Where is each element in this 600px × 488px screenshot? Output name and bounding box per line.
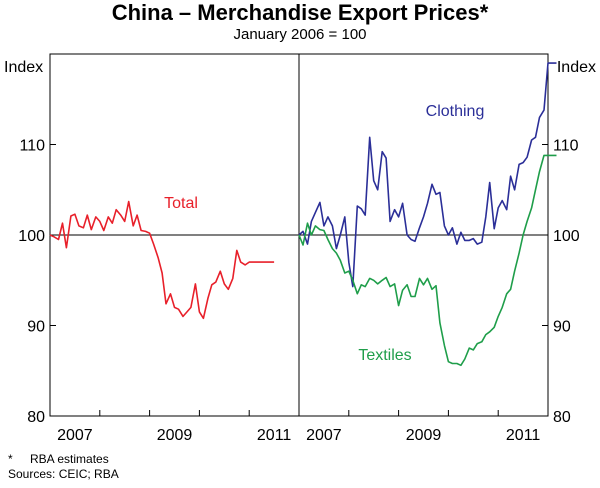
- x-tick-label-left-2011: 2011: [257, 427, 292, 444]
- y-axis-label-right: Index: [557, 59, 596, 76]
- y-tick-label-left: 100: [18, 228, 45, 245]
- series-line-total: [49, 200, 275, 320]
- y-tick-label-right: 100: [553, 228, 580, 245]
- footnote: * RBA estimates Sources: CEIC; RBA: [8, 452, 119, 482]
- series-line-textiles: [298, 154, 557, 367]
- chart-title: China – Merchandise Export Prices*: [111, 0, 489, 25]
- footnote-sources: Sources: CEIC; RBA: [8, 467, 119, 481]
- y-tick-label-left: 90: [27, 319, 45, 336]
- chart-subtitle: January 2006 = 100: [233, 26, 367, 43]
- x-tick-label-right-2009: 2009: [406, 427, 442, 444]
- footnote-note-text: RBA estimates: [30, 452, 109, 466]
- series-label-total: Total: [164, 195, 198, 212]
- x-tick-label-right-2007: 2007: [306, 427, 342, 444]
- x-tick-label-left-2009: 2009: [157, 427, 193, 444]
- y-tick-label-right: 110: [553, 138, 579, 155]
- footnote-star: *: [8, 452, 13, 466]
- y-tick-label-right: 80: [553, 409, 571, 426]
- series-line-clothing: [298, 62, 557, 288]
- x-tick-label-left-2007: 2007: [57, 427, 93, 444]
- y-tick-label-left: 110: [19, 138, 45, 155]
- y-axis-label-left: Index: [4, 59, 43, 76]
- series-label-textiles: Textiles: [358, 347, 411, 364]
- x-tick-label-right-2011: 2011: [506, 427, 541, 444]
- footnote-note: * RBA estimates: [8, 452, 119, 467]
- y-tick-label-left: 80: [27, 409, 45, 426]
- y-tick-label-right: 90: [553, 319, 571, 336]
- series-label-clothing: Clothing: [426, 103, 485, 120]
